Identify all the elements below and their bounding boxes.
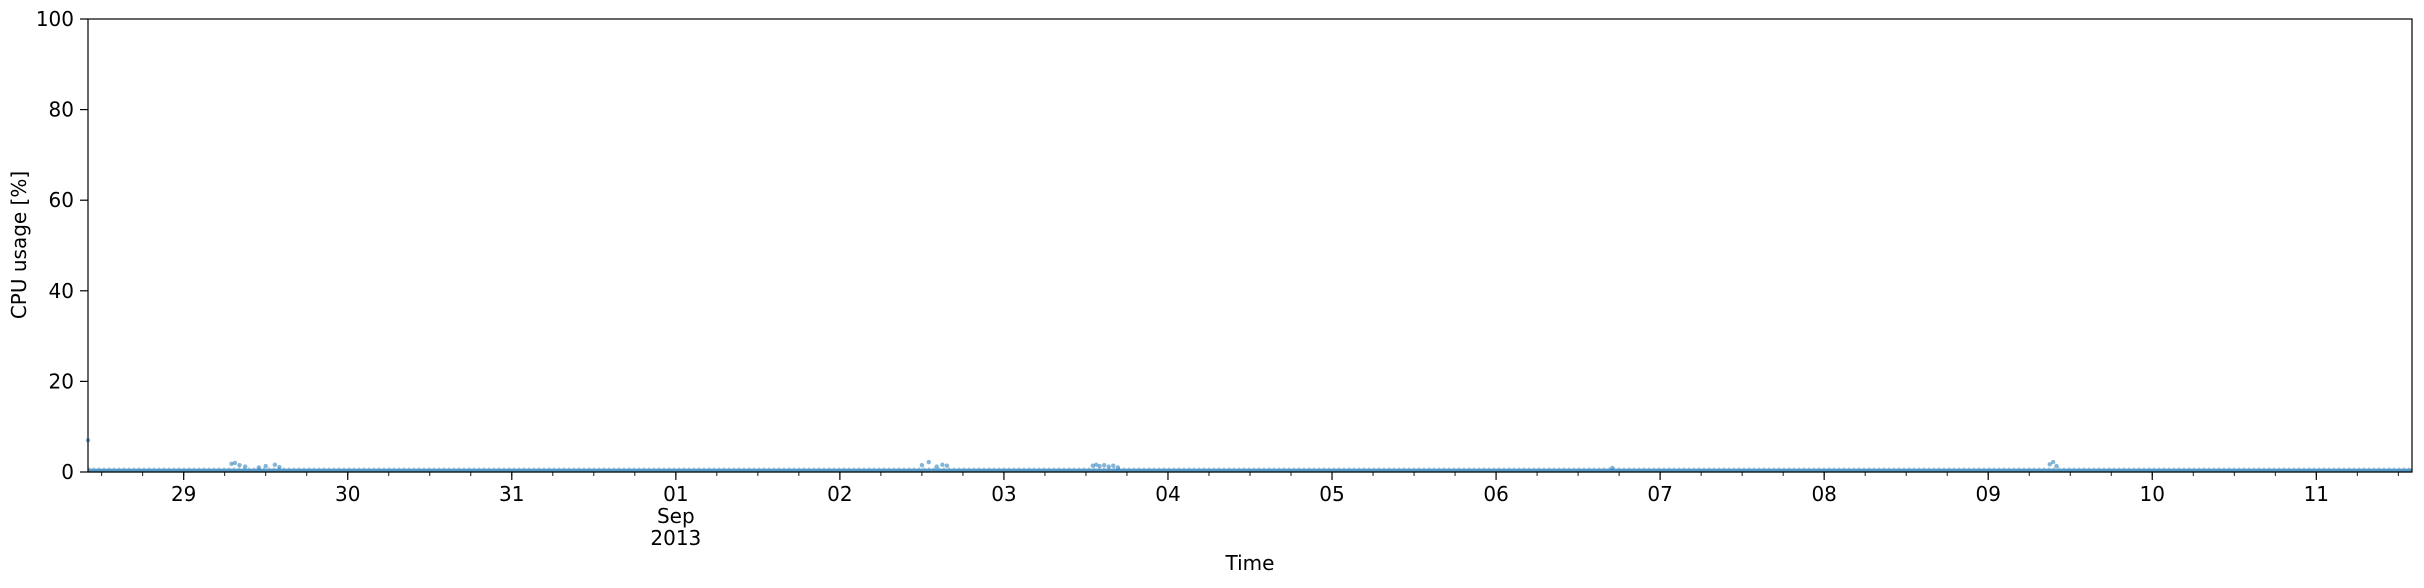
data-point	[2047, 462, 2052, 467]
x-tick-label: 05	[1319, 482, 1344, 506]
x-tick-label: 31	[499, 482, 524, 506]
data-marks	[85, 438, 2412, 473]
x-tick-label: 09	[1975, 482, 2000, 506]
x-tick-label: 06	[1483, 482, 1508, 506]
y-tick-label: 80	[49, 98, 74, 122]
x-tick-label: 02	[827, 482, 852, 506]
x-tick-label: 10	[2140, 482, 2165, 506]
x-tick-label: 03	[991, 482, 1016, 506]
data-point	[926, 459, 931, 465]
y-tick-label: 60	[49, 188, 74, 212]
data-point	[1094, 462, 1099, 467]
data-point	[919, 463, 925, 468]
data-point	[256, 465, 262, 470]
data-point	[940, 462, 945, 467]
data-point	[232, 460, 238, 466]
data-point	[2050, 459, 2056, 465]
data-point	[1610, 465, 1615, 471]
x-tick-label: 07	[1647, 482, 1672, 506]
data-point	[237, 463, 242, 468]
data-point	[243, 464, 248, 469]
y-axis: 0 20 40 60 80 100	[36, 7, 88, 484]
data-point	[1090, 463, 1095, 468]
data-point	[272, 462, 278, 467]
y-tick-label: 40	[49, 279, 74, 303]
x-tick-month-label: Sep	[657, 504, 695, 528]
y-tick-label: 100	[36, 7, 74, 31]
y-axis-label: CPU usage [%]	[7, 171, 31, 319]
y-tick-label: 20	[49, 369, 74, 393]
data-point	[1106, 464, 1111, 469]
data-point	[944, 463, 950, 468]
x-tick-label: 29	[171, 482, 196, 506]
data-point	[2054, 463, 2059, 469]
plot-frame	[87, 18, 2413, 473]
x-tick-label: 08	[1811, 482, 1836, 506]
x-tick-label: 30	[335, 482, 360, 506]
data-point	[229, 461, 234, 467]
x-tick-label: 01	[663, 482, 688, 506]
x-tick-label: 11	[2304, 482, 2329, 506]
data-point	[934, 464, 939, 469]
data-point	[1115, 465, 1121, 470]
y-tick-label: 0	[61, 460, 74, 484]
x-axis-label: Time	[1225, 551, 1275, 575]
x-tick-year-label: 2013	[650, 526, 701, 550]
data-point	[1101, 463, 1107, 468]
data-point	[1111, 463, 1116, 468]
x-tick-label: 04	[1155, 482, 1180, 506]
data-point	[1097, 463, 1102, 469]
data-point	[277, 464, 282, 470]
data-point	[263, 463, 268, 469]
